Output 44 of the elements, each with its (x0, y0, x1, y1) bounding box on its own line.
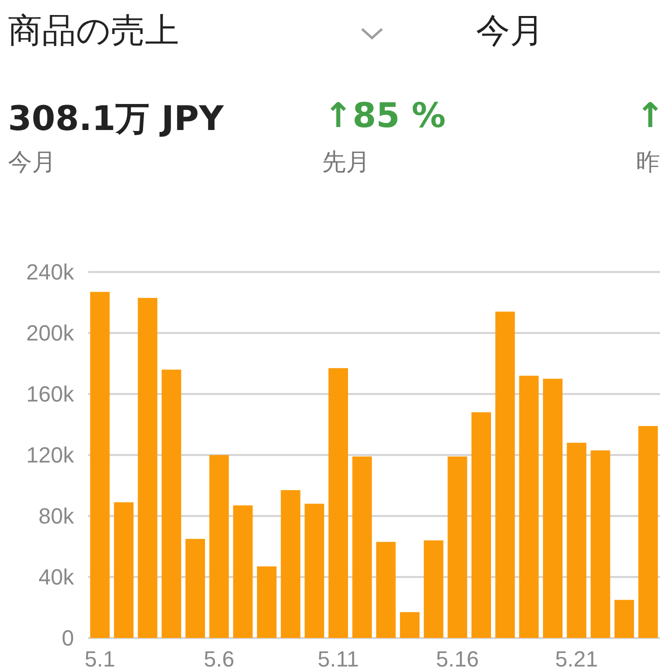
y-tick-label: 160k (26, 382, 75, 406)
bar (590, 450, 610, 638)
x-tick-label: 5.6 (204, 646, 234, 670)
bar (280, 490, 300, 638)
text: 今月 (476, 10, 544, 53)
chart-title: 商品の売上 (8, 10, 179, 53)
text: ↑ (636, 96, 664, 136)
bar (304, 504, 324, 638)
bar (162, 370, 182, 638)
bar (376, 542, 396, 638)
text: 今月 (8, 147, 56, 178)
bar (614, 600, 634, 638)
y-tick-label: 40k (38, 564, 75, 590)
text: ↑85 % (324, 96, 446, 136)
bar (424, 540, 444, 638)
bar (495, 312, 515, 638)
bar (471, 412, 492, 638)
x-tick-label: 5.16 (436, 646, 479, 670)
y-tick-label: 80k (38, 504, 75, 528)
y-tick-label: 0 (62, 626, 74, 650)
text: 先月 (322, 147, 370, 178)
bar (328, 368, 348, 638)
y-tick-label: 200k (26, 320, 75, 346)
text: 昨 (636, 147, 660, 178)
text: 308.1万 JPY (8, 98, 224, 141)
x-tick-label: 5.21 (555, 646, 598, 670)
bar (542, 378, 563, 638)
bar (400, 612, 420, 638)
bar (519, 376, 539, 638)
x-tick-label: 5.11 (318, 646, 359, 670)
y-tick-label: 120k (26, 442, 75, 468)
bar (566, 442, 586, 638)
y-tick-label: 240k (26, 260, 75, 284)
bar (138, 298, 158, 638)
bar (448, 456, 468, 638)
bar (256, 566, 277, 638)
bar (233, 505, 253, 638)
bar (90, 292, 110, 638)
bar (638, 426, 658, 638)
bar (114, 502, 134, 638)
bar (185, 538, 206, 638)
bar (352, 456, 372, 638)
x-tick-label: 5.1 (84, 646, 116, 670)
bar (209, 455, 229, 638)
